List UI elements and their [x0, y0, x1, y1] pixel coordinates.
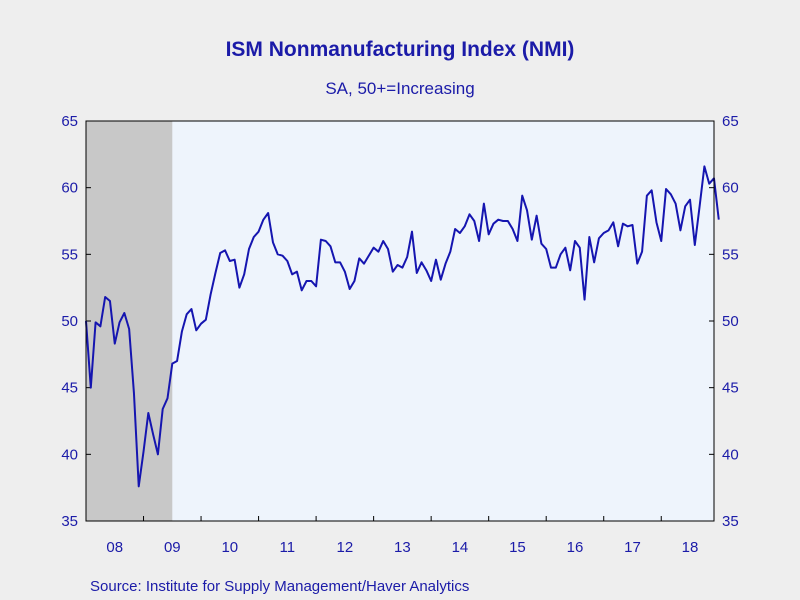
x-tick-label: 09 [164, 539, 181, 556]
y-tick-label-left: 40 [61, 446, 78, 463]
plot-frame [85, 120, 715, 522]
y-tick-label-left: 35 [61, 513, 78, 530]
x-tick-label: 12 [337, 539, 354, 556]
y-tick-label-right: 60 [722, 180, 739, 197]
x-tick-label: 13 [394, 539, 411, 556]
chart-title: ISM Nonmanufacturing Index (NMI) [225, 38, 575, 61]
x-tick-label: 11 [280, 539, 296, 556]
y-tick-label-right: 40 [722, 446, 739, 463]
x-tick-label: 08 [106, 539, 123, 556]
y-tick-label-right: 65 [722, 113, 739, 130]
recession-shading [86, 121, 173, 521]
y-tick-label-left: 65 [61, 113, 78, 130]
nmi-series-line [85, 165, 720, 488]
y-tick-label-right: 50 [722, 313, 739, 330]
y-tick-label-right: 35 [722, 513, 739, 530]
x-tick-label: 14 [452, 539, 469, 556]
x-tick-label: 16 [567, 539, 584, 556]
x-tick-label: 17 [624, 539, 641, 556]
y-tick-label-left: 55 [61, 246, 78, 263]
y-tick-label-left: 45 [61, 380, 78, 397]
y-tick-label-right: 45 [722, 380, 739, 397]
x-tick-label: 15 [509, 539, 526, 556]
chart-subtitle: SA, 50+=Increasing [325, 79, 475, 98]
y-tick-label-left: 60 [61, 180, 78, 197]
x-tick-label: 18 [682, 539, 699, 556]
y-tick-label-left: 50 [61, 313, 78, 330]
x-tick-label: 10 [221, 539, 238, 556]
plot-area [86, 121, 714, 521]
source-note: Source: Institute for Supply Management/… [90, 578, 470, 595]
y-tick-label-right: 55 [722, 246, 739, 263]
